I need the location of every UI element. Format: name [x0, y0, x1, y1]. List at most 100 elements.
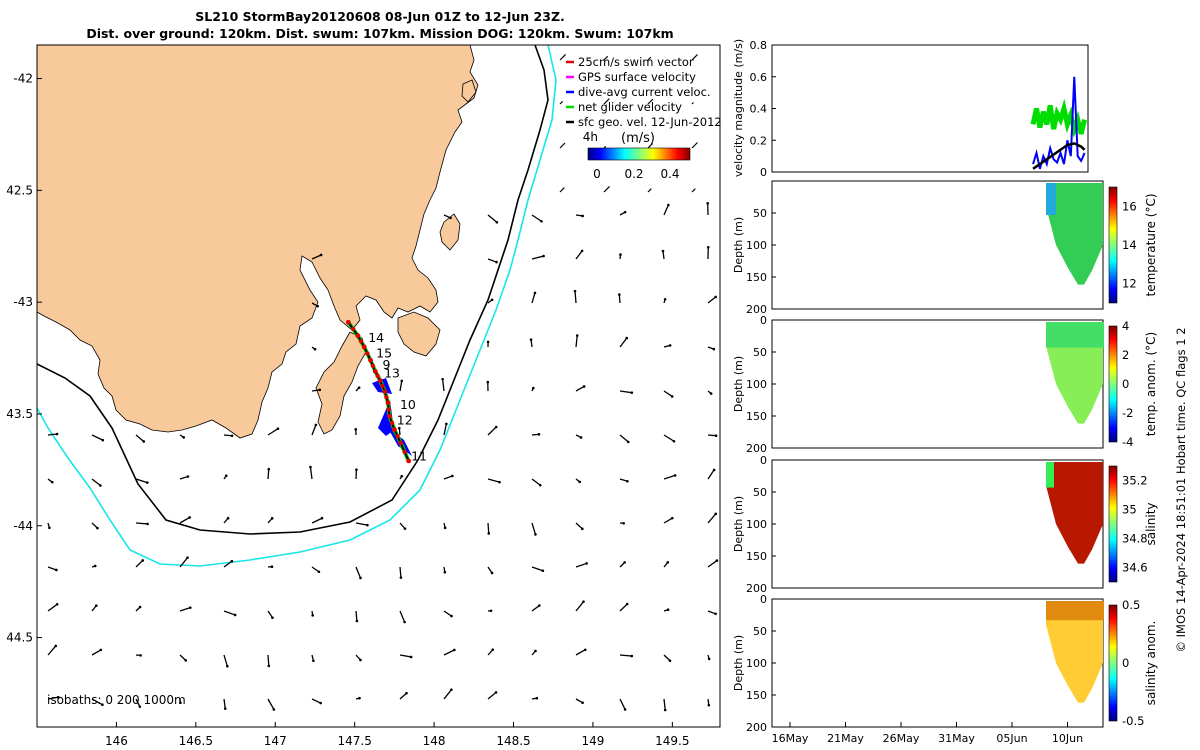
current-arrow [531, 522, 537, 535]
colorbar-unit: (m/s) [621, 131, 655, 146]
current-arrow [355, 610, 358, 622]
current-arrowhead [670, 395, 674, 398]
current-arrow [223, 434, 233, 437]
track-point [370, 363, 376, 369]
colorbar-tick-1: 0.2 [624, 167, 643, 181]
current-arrow [135, 478, 148, 484]
current-arrowhead [399, 576, 403, 579]
track-point [365, 351, 370, 356]
current-arrowhead [55, 432, 59, 436]
tasmania-land [37, 45, 479, 439]
current-arrowhead [450, 688, 453, 691]
current-arrowhead [575, 334, 579, 337]
current-arrowhead [359, 576, 362, 580]
map-ytick-label: 43.5 [6, 407, 33, 421]
timeseries-lines [1030, 76, 1087, 170]
date-tick-label: 05Jun [996, 732, 1027, 745]
current-arrow [487, 691, 497, 700]
track-point [345, 319, 351, 325]
current-arrowhead [706, 201, 709, 205]
track-point [391, 427, 397, 433]
map-xtick-label: 146.5 [179, 734, 213, 748]
colorbar-tick-0: 0 [593, 167, 601, 181]
current-arrowhead [316, 304, 319, 308]
section-colorbar-label: temp. anom. (°C) [1144, 332, 1158, 436]
track-point [406, 458, 412, 464]
current-arrowhead [397, 426, 401, 430]
section-ytick-label: 150 [746, 689, 767, 702]
section-data-detail [1046, 183, 1056, 215]
current-arrowhead [182, 436, 186, 439]
maria-island [439, 213, 461, 251]
current-arrowhead [400, 474, 404, 478]
current-arrowhead [537, 433, 541, 436]
current-arrow [179, 654, 187, 661]
ts-ytick-label: 0.4 [750, 103, 768, 116]
current-arrowhead [538, 604, 541, 607]
temp-anomaly-section: 0 50 100 150 200 Depth (m) 4 2 0 -2 -4 temp. anom. … [732, 314, 1158, 455]
current-arrow [47, 566, 57, 571]
isobath-200m [37, 45, 549, 535]
section-colorbar-tick: -0.5 [1122, 714, 1144, 728]
map-x-axis: 146 146.5 147 147.5 148 148.5 149 149.5 [105, 722, 690, 748]
current-arrow [647, 98, 654, 105]
track-day-label: 15 [376, 346, 392, 361]
current-arrowhead [581, 701, 584, 704]
velocity-timeseries: 0 0.2 0.4 0.6 0.8 velocity magnitude (m/s) [732, 39, 1089, 179]
current-arrow [91, 434, 104, 441]
current-arrowhead [623, 561, 626, 564]
track-point [398, 440, 404, 446]
current-arrow [443, 610, 452, 617]
map-xtick-label: 149 [581, 734, 604, 748]
current-arrow [575, 601, 585, 612]
current-arrow [707, 296, 717, 304]
current-arrow [91, 478, 101, 487]
ts-series-line [1032, 142, 1086, 170]
current-arrowhead [272, 708, 276, 711]
track-point [355, 333, 361, 339]
track-point [361, 344, 367, 350]
colorbar-tick-2: 0.4 [660, 167, 679, 181]
timeseries-frame [771, 44, 1089, 173]
current-arrowhead [354, 428, 358, 431]
current-arrow [619, 390, 632, 394]
section-data [1046, 183, 1103, 285]
current-arrowhead [712, 468, 716, 472]
map-ytick-label: -43 [13, 295, 33, 309]
section-data-detail [1046, 462, 1054, 488]
track-day-label: 11 [411, 448, 427, 463]
section-colorbar-tick: 34.6 [1122, 561, 1148, 575]
current-arrowhead [224, 474, 228, 478]
current-arrowhead [138, 605, 142, 609]
current-arrowhead [357, 386, 361, 389]
current-arrowhead [451, 474, 454, 478]
current-arrowhead [186, 475, 190, 478]
current-arrow [691, 142, 698, 149]
current-arrowhead [625, 336, 629, 340]
current-arrowhead [486, 380, 490, 384]
current-arrow [399, 566, 402, 578]
current-arrowhead [626, 440, 630, 444]
isobath-label: isobaths: 0 200 1000m [47, 693, 186, 707]
current-arrowhead [453, 648, 456, 652]
current-arrowhead [366, 523, 369, 527]
current-arrowhead [630, 391, 634, 394]
current-arrowhead [622, 521, 625, 525]
section-data-detail [1046, 601, 1104, 621]
current-arrow [135, 522, 148, 525]
current-arrowhead [490, 298, 494, 302]
track-day-label: 14 [368, 330, 384, 345]
section-colorbar-tick: 2 [1122, 348, 1129, 362]
track-day-label: 9 [383, 357, 391, 372]
current-arrow [575, 649, 586, 656]
section-data [1046, 601, 1103, 703]
map-ytick-label: -44 [13, 519, 33, 533]
legend-label: sfc geo. vel. 12-Jun-2012 [578, 115, 722, 129]
current-arrowhead [486, 340, 490, 344]
current-arrowhead [670, 516, 674, 520]
date-tick-label: 26May [883, 732, 920, 745]
current-arrowhead [494, 691, 498, 694]
freycinet-islet [461, 79, 477, 103]
section-colorbar [1108, 325, 1118, 443]
current-arrowhead [186, 556, 189, 559]
